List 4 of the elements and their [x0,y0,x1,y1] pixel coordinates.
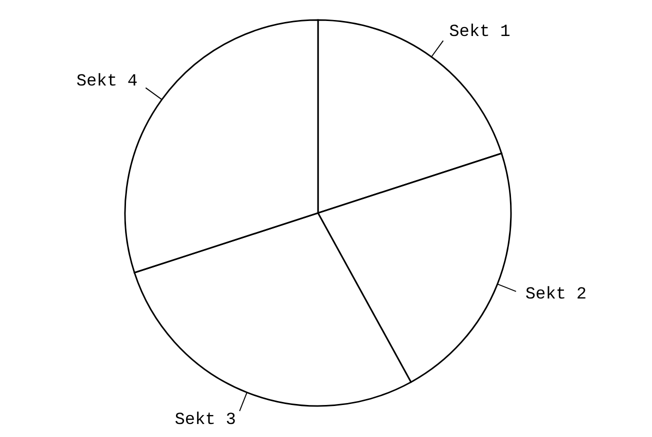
slice-label: Sekt 1 [449,23,510,42]
slice-label: Sekt 3 [174,410,236,430]
slice-label: Sekt 4 [76,72,138,92]
slice-label: Sekt 2 [525,286,587,305]
